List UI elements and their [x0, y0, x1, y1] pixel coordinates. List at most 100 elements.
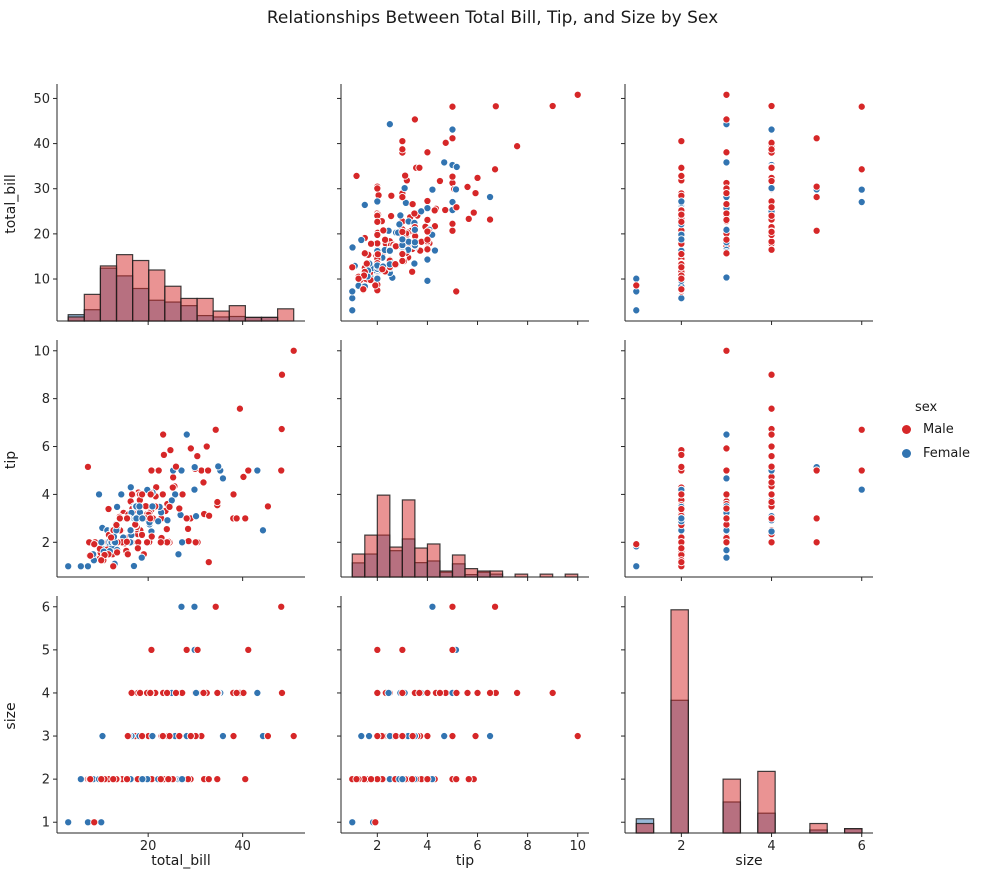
data-point — [448, 219, 457, 228]
data-point — [677, 137, 686, 146]
data-point — [398, 145, 407, 154]
data-point — [258, 526, 268, 535]
data-point — [138, 775, 147, 784]
data-point — [486, 215, 495, 224]
data-point — [381, 235, 390, 244]
data-point — [277, 370, 287, 379]
hist-bar-male — [514, 573, 529, 578]
hist-bar-male — [426, 543, 441, 578]
data-point — [677, 210, 686, 219]
data-point — [123, 514, 132, 523]
data-point — [812, 538, 821, 547]
data-point — [174, 550, 183, 559]
data-point — [168, 483, 177, 492]
hist-bar-male — [757, 770, 776, 834]
data-point — [423, 688, 432, 698]
data-point — [410, 225, 419, 234]
data-point — [767, 184, 776, 193]
subplot-total_bill-vs-size — [621, 84, 873, 325]
data-point — [177, 602, 186, 611]
y-tick-label: 10 — [33, 273, 50, 288]
data-point — [171, 490, 180, 499]
data-point — [423, 227, 432, 236]
data-point — [767, 203, 776, 212]
data-point — [632, 562, 641, 571]
data-point — [165, 502, 174, 511]
hist-bar-male — [148, 269, 166, 322]
data-point — [448, 197, 457, 207]
data-point — [722, 474, 731, 483]
data-point — [348, 818, 357, 827]
data-point — [186, 731, 195, 741]
y-tick-label: 2 — [42, 773, 50, 788]
data-point — [135, 502, 144, 511]
data-point — [415, 163, 424, 172]
data-point — [722, 514, 731, 523]
hist-bar-male — [476, 570, 491, 578]
data-point — [491, 602, 500, 611]
data-point — [156, 538, 165, 547]
data-point — [408, 775, 417, 784]
data-point — [812, 466, 821, 475]
data-point — [138, 490, 147, 499]
data-point — [722, 158, 731, 167]
data-point — [123, 731, 132, 741]
hist-bar-male — [364, 534, 378, 578]
data-point — [127, 688, 136, 698]
x-tick-label: 6 — [473, 839, 481, 854]
hist-bar-male — [539, 573, 554, 578]
data-point — [211, 425, 220, 434]
hist-bar-male — [635, 822, 655, 834]
data-point — [677, 171, 686, 181]
data-point — [241, 775, 250, 784]
data-point — [169, 473, 178, 482]
data-point — [435, 688, 444, 698]
data-point — [767, 145, 776, 154]
data-point — [471, 189, 480, 198]
data-point — [385, 246, 394, 255]
data-point — [373, 731, 382, 741]
data-point — [204, 466, 213, 475]
data-point — [435, 176, 444, 186]
data-point — [398, 645, 407, 654]
data-point — [112, 521, 121, 530]
data-point — [857, 485, 866, 494]
data-point — [410, 238, 419, 247]
data-point — [677, 217, 686, 226]
data-point — [812, 514, 821, 523]
data-point — [163, 516, 172, 525]
data-point — [430, 206, 439, 215]
data-point — [677, 558, 686, 567]
data-point — [423, 245, 432, 254]
data-point — [401, 171, 410, 180]
y-tick-label: 10 — [33, 344, 50, 359]
data-point — [367, 239, 376, 248]
data-point — [448, 134, 457, 143]
data-point — [158, 490, 167, 499]
data-point — [104, 504, 113, 514]
data-point — [348, 243, 357, 252]
data-point — [722, 346, 731, 355]
data-point — [398, 775, 407, 784]
data-point — [440, 731, 449, 741]
data-point — [253, 466, 262, 475]
data-point — [452, 162, 461, 171]
yaxis-label-tip: tip — [3, 450, 19, 470]
data-point — [352, 775, 361, 784]
data-point — [722, 200, 731, 209]
data-point — [109, 562, 118, 571]
data-point — [448, 102, 457, 111]
yaxis-label-total-bill: total_bill — [3, 174, 19, 234]
data-point — [722, 553, 731, 562]
data-point — [218, 731, 227, 741]
hist-bar-male — [67, 316, 85, 322]
data-point — [373, 217, 382, 226]
data-point — [190, 602, 199, 611]
data-point — [239, 688, 248, 698]
data-point — [165, 731, 174, 741]
data-point — [97, 818, 106, 827]
data-point — [423, 196, 432, 206]
data-point — [857, 425, 866, 434]
figure-title: Relationships Between Total Bill, Tip, a… — [266, 8, 719, 28]
data-point — [362, 259, 371, 268]
